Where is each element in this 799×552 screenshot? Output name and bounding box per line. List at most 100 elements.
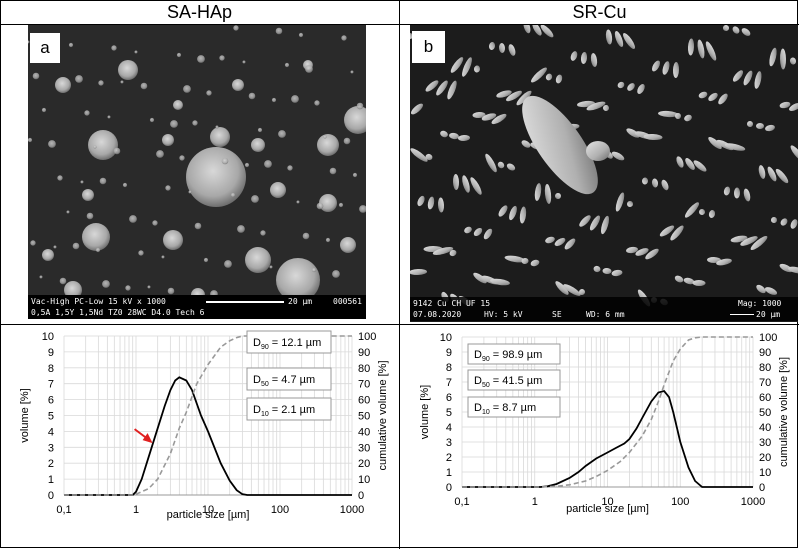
psd-chart-a: 0 1 2 3 4 5 6 7 8 9 10 0 10 20 30 40 50 60 70 80 90 100 0,1 1 10… [0, 325, 399, 549]
particle [179, 155, 185, 161]
particle [314, 100, 320, 106]
x-axis-label: particle size [µm] [167, 509, 250, 521]
particle [162, 134, 174, 146]
particle [473, 65, 481, 73]
particle [716, 258, 732, 266]
particle [122, 182, 128, 188]
particle [747, 121, 753, 127]
particle [59, 277, 67, 285]
particle [317, 134, 339, 156]
particle [506, 163, 516, 171]
particle [743, 70, 753, 86]
particle [545, 73, 553, 81]
panel-letter-b: b [412, 31, 445, 63]
particle [80, 180, 84, 184]
particle [697, 39, 705, 59]
particle [232, 79, 244, 91]
particle [186, 147, 246, 207]
x-tick-label: 0,1 [454, 496, 469, 508]
particle [508, 44, 516, 56]
y-tick-label: 8 [446, 362, 452, 374]
particle [93, 145, 97, 149]
particle [167, 287, 175, 295]
y2-tick-label: 60 [358, 395, 370, 407]
particle [491, 113, 507, 125]
particle [332, 270, 340, 278]
particle [291, 95, 299, 103]
y-tick-label: 10 [42, 331, 54, 343]
particle [440, 130, 448, 138]
particle [472, 111, 486, 119]
red-arrow-head [142, 433, 153, 444]
y2-tick-label: 30 [759, 437, 771, 449]
annotation-text: D10 = 8.7 µm [474, 402, 536, 416]
particle [652, 60, 660, 72]
particle [341, 35, 347, 41]
panel-letter-a: a [30, 33, 60, 63]
particle [156, 150, 164, 158]
particle [615, 192, 625, 212]
particle [699, 209, 705, 215]
scale-bar-b [730, 314, 754, 315]
particle [66, 210, 70, 214]
particle [129, 215, 137, 223]
particle [685, 158, 695, 170]
particle [302, 232, 310, 240]
particle [724, 143, 746, 151]
particle [449, 249, 457, 257]
info-b-date: 07.08.2020 [413, 310, 462, 319]
particle [462, 57, 472, 77]
particle [452, 174, 460, 190]
particle [323, 135, 327, 139]
center-divider [399, 0, 400, 549]
particle [545, 236, 555, 244]
particle [99, 177, 107, 185]
particle [183, 85, 191, 93]
particle [427, 196, 435, 210]
x-tick-label: 1000 [741, 496, 765, 508]
volume-distribution-line [462, 389, 753, 488]
particle [617, 81, 625, 89]
y2-tick-label: 70 [358, 379, 370, 391]
info-b-wd: WD: 6 mm [586, 310, 625, 319]
particle [147, 285, 151, 289]
mag-label-b: Mag: 1000 [738, 299, 782, 308]
particle [450, 57, 464, 73]
x-tick-label: 1 [532, 496, 538, 508]
particle [692, 279, 706, 287]
particle [447, 80, 457, 100]
particle [732, 70, 744, 82]
particle [530, 259, 540, 267]
header-divider [0, 24, 799, 25]
particle [708, 136, 722, 150]
particle [296, 200, 300, 204]
y-tick-label: 5 [48, 411, 54, 423]
header-right: SR-Cu [572, 2, 627, 22]
particle [436, 80, 448, 96]
y-tick-label: 4 [48, 426, 54, 438]
particle [95, 247, 101, 253]
x-tick-label: 100 [271, 504, 289, 516]
particle [270, 182, 286, 198]
annotation-text: D90 = 12.1 µm [253, 337, 321, 351]
particle [662, 61, 670, 75]
particle [627, 201, 633, 208]
particle [498, 43, 506, 53]
y-axis-label: volume [%] [419, 385, 431, 439]
particle [82, 189, 94, 201]
particle [693, 160, 707, 172]
particle [645, 248, 659, 260]
particle [237, 225, 245, 233]
particle [352, 172, 358, 178]
y2-tick-label: 50 [358, 411, 370, 423]
particle [626, 246, 638, 254]
particle [723, 25, 729, 31]
particle [138, 250, 144, 256]
particle [519, 206, 527, 224]
row-divider [0, 324, 799, 325]
particle [28, 137, 33, 143]
particle [481, 113, 497, 121]
particle [603, 105, 609, 112]
annotation-box [467, 369, 561, 391]
particle [176, 52, 182, 58]
